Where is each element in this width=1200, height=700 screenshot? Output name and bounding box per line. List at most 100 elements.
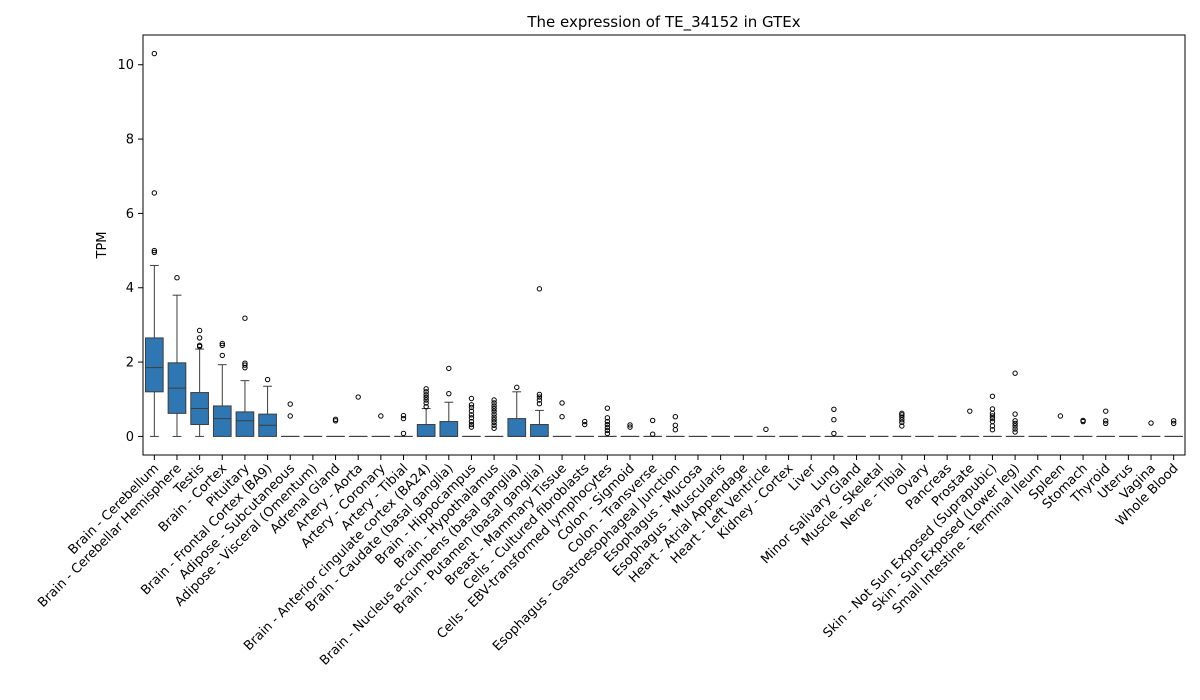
chart-title: The expression of TE_34152 in GTEx bbox=[526, 13, 800, 32]
outlier-point bbox=[242, 360, 248, 366]
outlier-point bbox=[1012, 418, 1018, 424]
outlier-point bbox=[491, 414, 497, 420]
y-tick-label: 6 bbox=[126, 207, 134, 222]
outlier-point bbox=[491, 400, 497, 406]
box-1 bbox=[144, 337, 164, 393]
outlier-point bbox=[1012, 420, 1018, 427]
box-5 bbox=[235, 411, 255, 437]
outlier-point bbox=[468, 402, 475, 408]
outlier-point bbox=[536, 286, 543, 292]
outlier-point bbox=[831, 406, 837, 412]
outlier-point bbox=[446, 365, 452, 372]
outlier-point bbox=[763, 426, 769, 433]
outlier-point bbox=[491, 422, 497, 428]
outlier-point bbox=[536, 397, 543, 403]
outlier-point bbox=[989, 413, 996, 419]
box-13 bbox=[416, 424, 436, 437]
outlier-point bbox=[423, 397, 429, 403]
outlier-point bbox=[989, 393, 996, 399]
y-tick-label: 2 bbox=[126, 356, 134, 371]
box-4 bbox=[212, 405, 232, 437]
outlier-point bbox=[468, 415, 475, 421]
y-tick-label: 10 bbox=[117, 58, 134, 73]
outlier-point bbox=[423, 392, 429, 398]
outlier-point bbox=[967, 408, 973, 414]
outlier-point bbox=[491, 408, 497, 414]
outlier-point bbox=[989, 406, 996, 412]
outlier-point bbox=[559, 414, 565, 420]
outlier-point bbox=[151, 50, 158, 57]
outlier-point bbox=[604, 415, 611, 421]
outlier-point bbox=[219, 342, 225, 349]
outlier-point bbox=[491, 411, 497, 417]
outlier-point bbox=[468, 424, 475, 430]
outlier-point bbox=[672, 427, 679, 433]
outlier-point bbox=[491, 416, 497, 423]
outlier-point bbox=[514, 384, 520, 391]
outlier-point bbox=[559, 400, 565, 406]
outlier-point bbox=[468, 418, 475, 425]
outlier-point bbox=[423, 386, 429, 392]
outlier-point bbox=[468, 395, 475, 402]
axes-frame bbox=[142, 34, 1186, 456]
outlier-point bbox=[1170, 418, 1177, 424]
y-axis-label: TPM bbox=[95, 232, 110, 260]
outlier-point bbox=[582, 421, 588, 428]
outlier-point bbox=[989, 415, 996, 422]
outlier-point bbox=[1103, 420, 1109, 427]
outlier-point bbox=[196, 335, 203, 341]
outlier-point bbox=[536, 391, 543, 398]
outlier-point bbox=[536, 394, 543, 400]
outlier-point bbox=[491, 425, 497, 431]
box-14 bbox=[439, 421, 459, 437]
x-tick-label: Brain - Cerebellar Hemisphere bbox=[35, 461, 185, 611]
outlier-point bbox=[196, 342, 203, 349]
y-tick-label: 0 bbox=[126, 430, 134, 445]
box-17 bbox=[507, 418, 527, 437]
outlier-point bbox=[491, 419, 497, 425]
outlier-point bbox=[287, 413, 293, 419]
outlier-point bbox=[468, 421, 475, 428]
outlier-point bbox=[536, 401, 543, 407]
outlier-point bbox=[1057, 413, 1064, 419]
outlier-point bbox=[151, 190, 158, 196]
outlier-point bbox=[264, 376, 271, 383]
outlier-point bbox=[989, 427, 996, 433]
outlier-point bbox=[242, 362, 248, 368]
outlier-point bbox=[287, 401, 293, 407]
outlier-point bbox=[672, 422, 679, 428]
outlier-point bbox=[604, 405, 611, 411]
outlier-point bbox=[219, 340, 225, 347]
outlier-point bbox=[1012, 423, 1018, 429]
outlier-point bbox=[1012, 370, 1018, 376]
outlier-point bbox=[378, 413, 384, 419]
outlier-point bbox=[491, 397, 497, 403]
outlier-point bbox=[649, 431, 656, 437]
outlier-point bbox=[355, 394, 361, 400]
outlier-point bbox=[604, 421, 611, 428]
outlier-point bbox=[423, 403, 429, 410]
outlier-point bbox=[423, 400, 429, 406]
outlier-point bbox=[174, 275, 180, 281]
outlier-point bbox=[1012, 411, 1018, 417]
outlier-point bbox=[899, 410, 905, 417]
outlier-point bbox=[219, 352, 225, 359]
outlier-point bbox=[1012, 429, 1018, 435]
outlier-point bbox=[989, 418, 996, 425]
outlier-point bbox=[604, 418, 611, 425]
outlier-point bbox=[400, 415, 407, 422]
outlier-point bbox=[1148, 420, 1154, 426]
outlier-point bbox=[899, 423, 905, 429]
outlier-point bbox=[423, 394, 429, 401]
outlier-point bbox=[468, 412, 475, 418]
outlier-point bbox=[604, 430, 611, 437]
outlier-point bbox=[831, 416, 837, 423]
y-tick-label: 8 bbox=[126, 133, 134, 148]
y-tick-label: 4 bbox=[126, 281, 134, 296]
outlier-point bbox=[627, 424, 633, 430]
outlier-point bbox=[400, 430, 407, 437]
outlier-point bbox=[1080, 417, 1086, 424]
